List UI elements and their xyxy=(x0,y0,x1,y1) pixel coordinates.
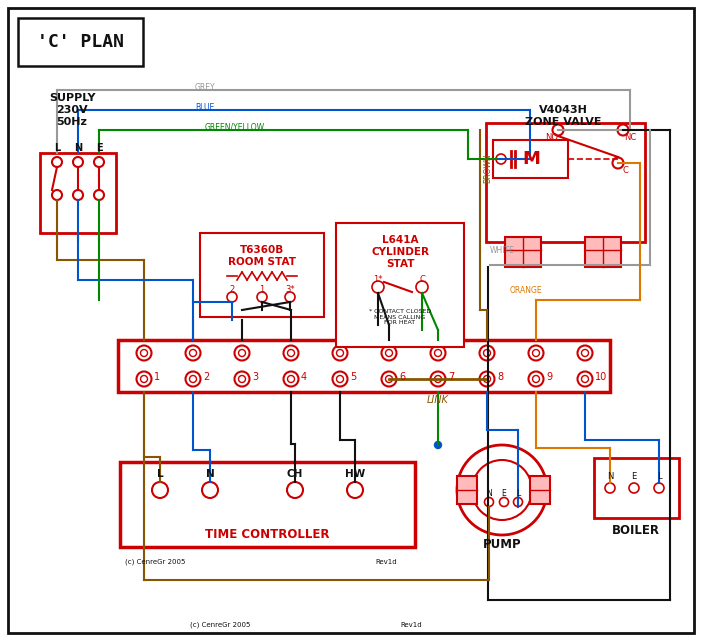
Text: BLUE: BLUE xyxy=(195,103,214,112)
Text: 10: 10 xyxy=(595,372,607,382)
Text: L: L xyxy=(656,472,661,481)
Text: V4043H: V4043H xyxy=(538,105,588,115)
Text: BROWN: BROWN xyxy=(483,153,492,183)
Text: PUMP: PUMP xyxy=(483,538,522,551)
Text: 1*: 1* xyxy=(373,274,383,283)
Text: M: M xyxy=(522,150,540,168)
Text: HW: HW xyxy=(345,469,365,479)
Text: N: N xyxy=(206,469,214,479)
Text: 2: 2 xyxy=(203,372,209,382)
Text: ZONE VALVE: ZONE VALVE xyxy=(525,117,601,127)
FancyBboxPatch shape xyxy=(336,223,464,347)
Text: Rev1d: Rev1d xyxy=(375,559,397,565)
Text: (c) CenreGr 2005: (c) CenreGr 2005 xyxy=(190,622,251,628)
Text: 7: 7 xyxy=(448,372,454,382)
FancyBboxPatch shape xyxy=(505,237,541,267)
FancyBboxPatch shape xyxy=(18,18,143,66)
Text: T6360B: T6360B xyxy=(240,245,284,255)
Circle shape xyxy=(435,442,442,449)
Text: Rev1d: Rev1d xyxy=(400,622,422,628)
FancyBboxPatch shape xyxy=(530,476,550,504)
Text: SUPPLY
230V
50Hz: SUPPLY 230V 50Hz xyxy=(48,94,95,127)
Text: L641A: L641A xyxy=(382,235,418,245)
Text: 3: 3 xyxy=(252,372,258,382)
Text: 8: 8 xyxy=(497,372,503,382)
Text: STAT: STAT xyxy=(386,259,414,269)
FancyBboxPatch shape xyxy=(585,237,621,267)
FancyBboxPatch shape xyxy=(120,462,415,547)
Text: LINK: LINK xyxy=(427,395,449,405)
Text: E: E xyxy=(95,143,102,153)
Text: N: N xyxy=(607,472,613,481)
FancyBboxPatch shape xyxy=(200,233,324,317)
Text: 2: 2 xyxy=(230,285,234,294)
Text: 1: 1 xyxy=(259,285,265,294)
Text: GREY: GREY xyxy=(195,83,216,92)
Text: 5: 5 xyxy=(350,372,356,382)
Text: 6: 6 xyxy=(399,372,405,382)
FancyBboxPatch shape xyxy=(493,140,568,178)
Text: 3*: 3* xyxy=(285,285,295,294)
Text: L: L xyxy=(54,143,60,153)
FancyBboxPatch shape xyxy=(8,8,694,633)
Text: (c) CenreGr 2005: (c) CenreGr 2005 xyxy=(125,559,185,565)
Text: NO: NO xyxy=(545,133,559,142)
Text: 1: 1 xyxy=(154,372,160,382)
Text: N: N xyxy=(74,143,82,153)
Text: C: C xyxy=(622,165,628,174)
Text: TIME CONTROLLER: TIME CONTROLLER xyxy=(205,528,330,542)
Text: ORANGE: ORANGE xyxy=(510,285,543,294)
Text: BOILER: BOILER xyxy=(612,524,660,537)
Text: L: L xyxy=(157,469,164,479)
FancyBboxPatch shape xyxy=(594,458,679,518)
Text: 4: 4 xyxy=(301,372,307,382)
Text: NC: NC xyxy=(624,133,636,142)
Text: WHITE: WHITE xyxy=(490,246,515,254)
Text: L: L xyxy=(516,488,520,497)
FancyBboxPatch shape xyxy=(118,340,610,392)
Text: ROOM STAT: ROOM STAT xyxy=(228,257,296,267)
Text: GREEN/YELLOW: GREEN/YELLOW xyxy=(205,122,265,131)
FancyBboxPatch shape xyxy=(40,153,116,233)
Text: * CONTACT CLOSED
MEANS CALLING
FOR HEAT: * CONTACT CLOSED MEANS CALLING FOR HEAT xyxy=(369,309,431,325)
FancyBboxPatch shape xyxy=(486,123,645,242)
FancyBboxPatch shape xyxy=(457,476,477,504)
Text: E: E xyxy=(631,472,637,481)
Text: E: E xyxy=(502,488,506,497)
Text: CYLINDER: CYLINDER xyxy=(371,247,429,257)
Text: 'C' PLAN: 'C' PLAN xyxy=(37,33,124,51)
Text: N: N xyxy=(486,488,492,497)
Text: CH: CH xyxy=(287,469,303,479)
Text: 9: 9 xyxy=(546,372,552,382)
Text: C: C xyxy=(419,274,425,283)
